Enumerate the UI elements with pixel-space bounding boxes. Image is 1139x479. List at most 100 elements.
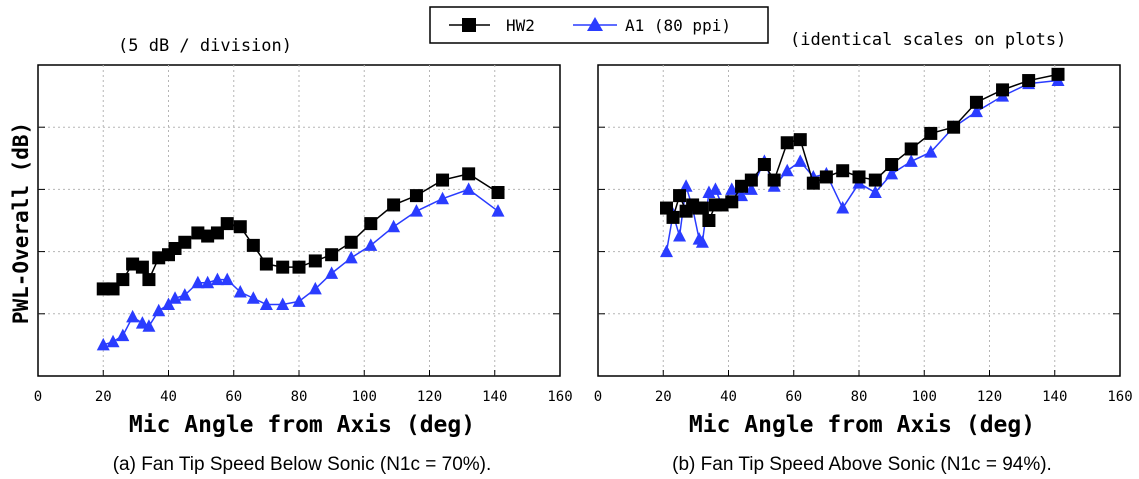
plot-a: 0 20 40 60 80 100 120 140 160 Mic Angle from Axi…	[34, 64, 573, 475]
plot-b-point-a1	[780, 163, 794, 177]
plot-a-point-hw2	[436, 173, 450, 187]
plot-a-point-hw2	[152, 251, 166, 265]
plot-b-x-tick-label: 120	[977, 389, 1002, 405]
plot-b-point-a1	[725, 182, 739, 195]
legend-marker-a1	[587, 17, 603, 31]
plot-b-point-a1	[679, 179, 693, 192]
plot-a-point-hw2	[344, 235, 358, 249]
plot-b-x-ticks: 0 20 40 60 80 100 120 140 160	[594, 370, 1133, 405]
plot-a-x-tick-label: 80	[291, 389, 308, 405]
plot-b-point-hw2	[735, 179, 749, 193]
plot-b-point-a1	[695, 235, 709, 248]
plot-b: 0 20 40 60 80 100 120 140 160 Mic Angle from Axi…	[594, 64, 1133, 475]
plot-a-x-ticks: 0 20 40 60 80 100 120 140 160	[34, 370, 573, 405]
plot-a-point-a1	[210, 272, 224, 286]
plot-b-point-a1	[744, 182, 758, 195]
plot-a-point-hw2	[106, 282, 120, 296]
plot-a-grid	[38, 65, 560, 376]
plot-a-point-a1	[436, 191, 450, 205]
plot-a-caption: (a) Fan Tip Speed Below Sonic (N1c = 70%…	[113, 454, 492, 475]
plot-a-point-a1	[259, 297, 273, 310]
legend: HW2 A1 (80 ppi)	[429, 6, 769, 44]
plot-b-point-hw2	[757, 158, 771, 172]
plot-a-point-hw2	[210, 226, 224, 240]
plot-a-point-a1	[178, 288, 192, 301]
plot-b-x-axis-label: Mic Angle from Axis (deg)	[689, 412, 1035, 438]
plot-b-point-hw2	[666, 210, 680, 224]
plot-b-point-hw2	[885, 158, 899, 172]
plot-b-point-a1	[885, 166, 899, 180]
legend-label-a1: A1 (80 ppi)	[625, 16, 731, 35]
plot-b-series	[660, 67, 1065, 258]
plot-a-point-hw2	[96, 282, 110, 296]
plot-a-point-a1	[344, 250, 358, 264]
plot-a-point-hw2	[259, 257, 273, 271]
plot-b-point-a1	[836, 201, 850, 214]
plot-a-point-hw2	[292, 260, 306, 274]
plot-a-point-hw2	[308, 254, 322, 268]
plot-a-point-hw2	[191, 226, 205, 240]
plot-b-point-hw2	[695, 201, 709, 215]
plot-b-point-hw2	[836, 164, 850, 178]
plot-b-point-a1	[969, 104, 983, 118]
plot-a-point-a1	[364, 238, 378, 251]
plot-a-point-hw2	[325, 248, 339, 262]
plot-b-point-hw2	[725, 195, 739, 209]
plot-a-x-tick-label: 140	[482, 389, 507, 405]
plot-a-point-a1	[276, 297, 290, 310]
plot-a-point-hw2	[142, 273, 156, 287]
plot-a-point-a1	[462, 182, 476, 195]
plot-a-point-a1	[220, 272, 234, 286]
plot-b-x-tick-label: 80	[851, 389, 868, 405]
plot-b-point-a1	[673, 229, 687, 242]
plot-b-caption: (b) Fan Tip Speed Above Sonic (N1c = 94%…	[672, 454, 1052, 475]
plot-a-point-a1	[126, 309, 140, 323]
plot-a-x-tick-label: 100	[352, 389, 377, 405]
plot-b-point-a1	[708, 182, 722, 195]
plot-a-point-hw2	[135, 260, 149, 274]
plot-a-point-a1	[96, 337, 110, 351]
y-axis-label: PWL-Overall (dB)	[9, 122, 33, 324]
plot-a-point-a1	[325, 266, 339, 279]
plot-b-point-hw2	[673, 189, 687, 203]
plot-a-x-tick-label: 160	[547, 389, 572, 405]
plot-a-point-a1	[152, 303, 166, 317]
plot-a-point-hw2	[462, 167, 476, 181]
plot-b-point-hw2	[715, 198, 729, 212]
plot-a-point-hw2	[116, 273, 130, 287]
plot-a-point-a1	[246, 291, 260, 304]
plot-a-point-hw2	[178, 235, 192, 249]
plot-b-point-hw2	[868, 173, 882, 187]
plot-a-point-a1	[106, 334, 120, 348]
plot-b-point-a1	[868, 185, 882, 199]
plot-b-point-hw2	[702, 214, 716, 227]
plot-a-point-hw2	[201, 229, 215, 243]
plot-a-point-hw2	[233, 220, 247, 234]
plot-a-x-tick-label: 0	[34, 389, 42, 405]
plot-a-x-tick-label: 20	[95, 389, 112, 405]
plot-a-point-hw2	[246, 238, 260, 252]
plot-b-x-tick-label: 140	[1042, 389, 1067, 405]
plot-b-point-a1	[904, 154, 918, 167]
plot-b-x-tick-label: 160	[1107, 389, 1132, 405]
plot-a-point-a1	[201, 275, 215, 289]
legend-label-hw2: HW2	[506, 16, 535, 35]
plot-b-point-hw2	[996, 83, 1010, 97]
plot-b-point-hw2	[969, 95, 983, 109]
plot-a-point-a1	[233, 285, 247, 298]
plot-a-point-a1	[142, 319, 156, 332]
plot-a-point-hw2	[387, 198, 401, 212]
plot-a-point-a1	[292, 294, 306, 307]
plot-a-point-a1	[409, 204, 423, 217]
plot-a-point-hw2	[220, 217, 234, 231]
plot-a-x-tick-label: 60	[225, 389, 242, 405]
plot-b-point-a1	[924, 145, 938, 158]
plot-b-x-tick-label: 60	[785, 389, 802, 405]
plot-b-point-a1	[660, 244, 674, 258]
plot-a-point-a1	[116, 328, 130, 342]
plot-b-point-hw2	[744, 173, 758, 187]
plot-b-x-tick-label: 0	[594, 389, 602, 405]
plot-b-point-hw2	[904, 142, 918, 156]
plot-b-x-tick-label: 40	[720, 389, 737, 405]
plot-a-point-a1	[387, 219, 401, 233]
